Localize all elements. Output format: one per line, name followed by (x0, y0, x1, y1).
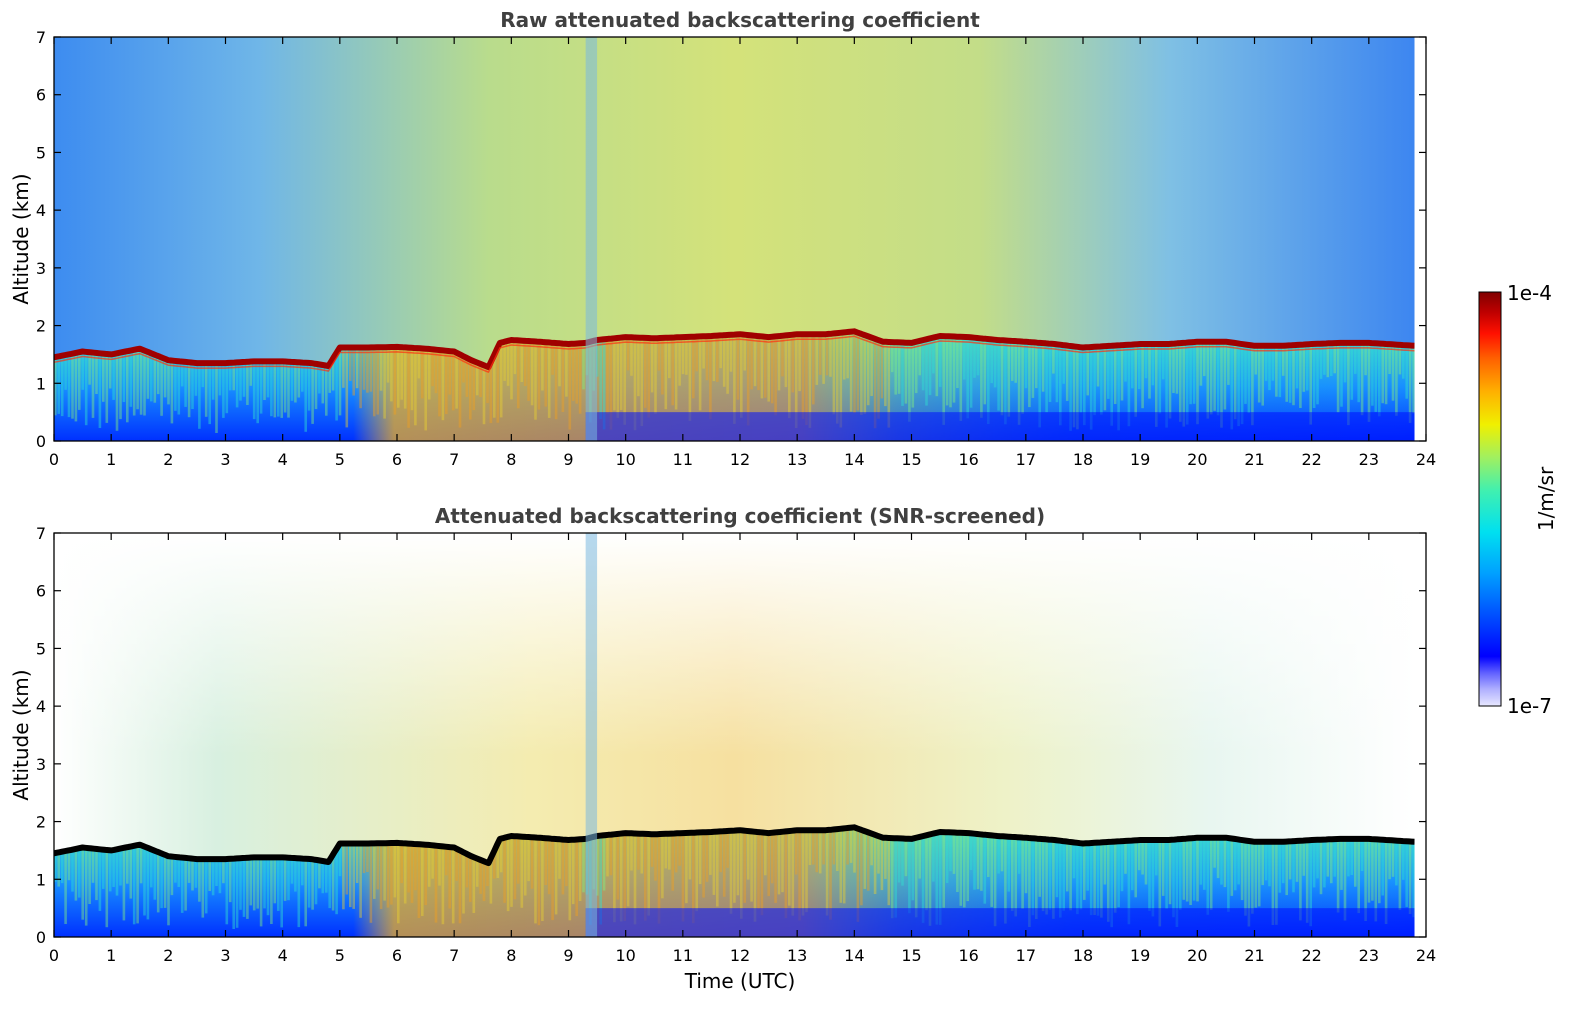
x-tick-label: 0 (49, 946, 59, 965)
y-tick-label: 2 (36, 813, 46, 832)
x-tick-label: 3 (220, 946, 230, 965)
x-tick-label: 20 (1187, 946, 1207, 965)
x-tick-label: 22 (1301, 450, 1321, 469)
x-tick-label: 17 (1016, 946, 1036, 965)
colorbar-min-label: 1e-7 (1507, 694, 1552, 718)
x-tick-label: 8 (506, 946, 516, 965)
x-tick-label: 10 (615, 946, 635, 965)
y-tick-label: 4 (36, 697, 46, 716)
colorbar-max-label: 1e-4 (1507, 281, 1552, 305)
x-tick-label: 5 (335, 450, 345, 469)
y-axis-label: Altitude (km) (9, 173, 33, 304)
y-axis: 0 1 2 3 4 5 6 7 (36, 524, 1426, 947)
x-tick-label: 2 (163, 450, 173, 469)
y-tick-label: 7 (36, 524, 46, 543)
x-tick-label: 20 (1187, 450, 1207, 469)
aerosol-layer-top (54, 328, 1415, 371)
colorbar: 1e-4 1e-7 1/m/sr (1478, 281, 1558, 718)
x-tick-label: 21 (1244, 946, 1264, 965)
panel-title: Attenuated backscattering coefficient (S… (435, 504, 1045, 528)
x-tick-label: 14 (844, 946, 864, 965)
y-tick-label: 1 (36, 870, 46, 889)
x-tick-label: 11 (673, 450, 693, 469)
x-tick-label: 12 (730, 450, 750, 469)
backscatter-heatmap (54, 37, 1426, 441)
x-tick-label: 24 (1416, 450, 1436, 469)
x-tick-label: 16 (958, 946, 978, 965)
x-tick-label: 14 (844, 450, 864, 469)
aerosol-layer-top (54, 824, 1415, 867)
x-tick-label: 5 (335, 946, 345, 965)
y-tick-label: 6 (36, 86, 46, 105)
y-tick-label: 5 (36, 143, 46, 162)
backscatter-heatmap (54, 533, 1426, 937)
x-tick-label: 15 (901, 946, 921, 965)
y-tick-label: 0 (36, 432, 46, 451)
x-tick-label: 9 (563, 450, 573, 469)
x-tick-label: 1 (106, 450, 116, 469)
snr-screened-panel: Attenuated backscattering coefficient (S… (9, 504, 1436, 993)
y-axis-label: Altitude (km) (9, 669, 33, 800)
x-tick-label: 8 (506, 450, 516, 469)
y-tick-label: 2 (36, 317, 46, 336)
y-axis: 0 1 2 3 4 5 6 7 (36, 28, 1426, 451)
x-tick-label: 17 (1016, 450, 1036, 469)
x-tick-label: 21 (1244, 450, 1264, 469)
x-tick-label: 1 (106, 946, 116, 965)
x-tick-label: 2 (163, 946, 173, 965)
x-tick-label: 10 (615, 450, 635, 469)
x-tick-label: 0 (49, 450, 59, 469)
x-tick-label: 6 (392, 450, 402, 469)
x-tick-label: 15 (901, 450, 921, 469)
x-tick-label: 19 (1130, 946, 1150, 965)
x-axis: 0 1 2 3 4 5 6 7 8 9 10 11 12 13 14 15 16 17 18 19 20 21 22 23 24 (49, 37, 1436, 469)
y-tick-label: 6 (36, 582, 46, 601)
x-tick-label: 4 (278, 450, 288, 469)
x-axis-label: Time (UTC) (684, 969, 796, 993)
y-tick-label: 0 (36, 928, 46, 947)
y-tick-label: 4 (36, 201, 46, 220)
x-tick-label: 23 (1359, 450, 1379, 469)
x-tick-label: 19 (1130, 450, 1150, 469)
x-tick-label: 3 (220, 450, 230, 469)
x-tick-label: 4 (278, 946, 288, 965)
raw-backscatter-panel: Raw attenuated backscattering coefficien… (9, 8, 1436, 469)
x-tick-label: 13 (787, 450, 807, 469)
data-gap (585, 37, 598, 441)
y-tick-label: 1 (36, 374, 46, 393)
y-tick-label: 7 (36, 28, 46, 47)
x-tick-label: 12 (730, 946, 750, 965)
y-tick-label: 3 (36, 259, 46, 278)
x-tick-label: 13 (787, 946, 807, 965)
x-tick-label: 16 (958, 450, 978, 469)
x-tick-label: 18 (1073, 946, 1093, 965)
sky-fade (54, 533, 1415, 756)
y-tick-label: 3 (36, 755, 46, 774)
panel-title: Raw attenuated backscattering coefficien… (500, 8, 980, 32)
x-tick-label: 24 (1416, 946, 1436, 965)
x-axis: 0 1 2 3 4 5 6 7 8 9 10 11 12 13 14 15 16 17 18 19 20 21 22 23 24 (49, 533, 1436, 965)
x-tick-label: 22 (1301, 946, 1321, 965)
colorbar-scale (1478, 291, 1502, 707)
x-tick-label: 9 (563, 946, 573, 965)
data-gap (585, 533, 598, 937)
y-tick-label: 5 (36, 639, 46, 658)
colorbar-unit-label: 1/m/sr (1534, 466, 1558, 531)
x-tick-label: 18 (1073, 450, 1093, 469)
x-tick-label: 23 (1359, 946, 1379, 965)
x-tick-label: 7 (449, 946, 459, 965)
x-tick-label: 6 (392, 946, 402, 965)
x-tick-label: 7 (449, 450, 459, 469)
x-tick-label: 11 (673, 946, 693, 965)
